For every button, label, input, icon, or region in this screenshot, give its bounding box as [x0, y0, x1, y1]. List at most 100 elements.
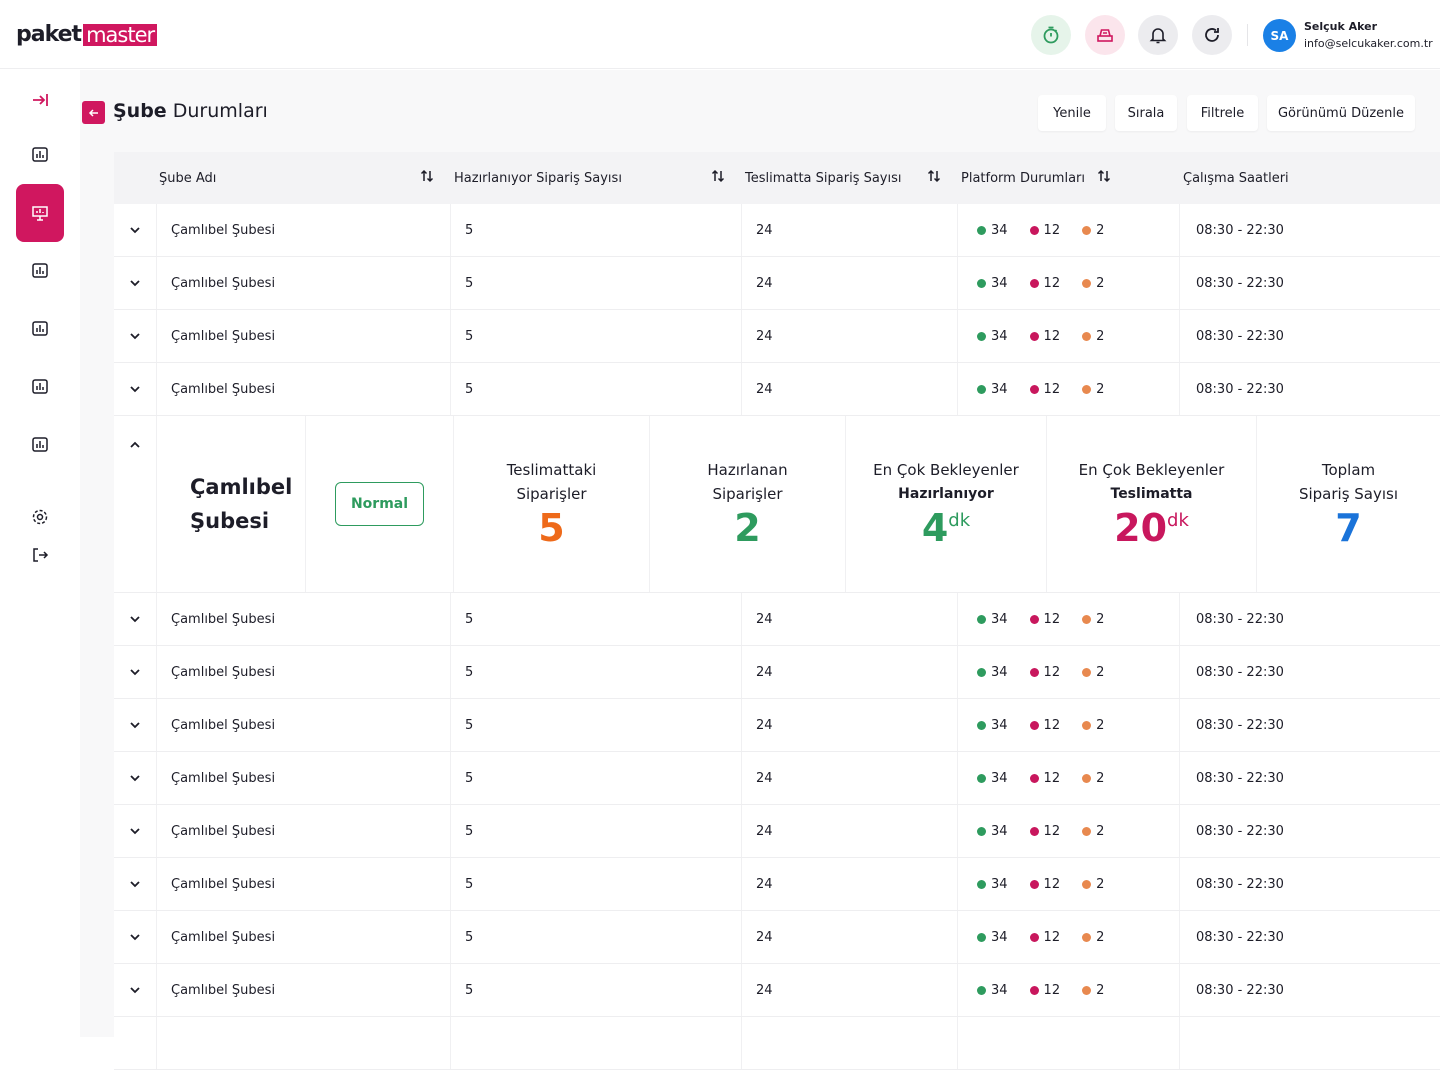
back-button[interactable]: [82, 101, 105, 124]
table: Şube Adı Hazırlanıyor Sipariş Sayısı Tesli…: [114, 152, 1440, 1070]
status-badge: Normal: [335, 482, 424, 526]
platform-count: 2: [1096, 611, 1105, 627]
cell-platforms: 34 12 2: [958, 911, 1180, 963]
cell-hours: 08:30 - 22:30: [1196, 275, 1284, 291]
cell-preparing: 5: [451, 805, 742, 857]
cell-platforms: 34 12 2: [958, 593, 1180, 645]
nav-icon-active[interactable]: [16, 184, 64, 242]
button[interactable]: Sırala: [1115, 95, 1177, 131]
stat-card: En Çok Bekleyenler Hazırlanıyor 4dk: [846, 416, 1047, 592]
status-dot: [1082, 614, 1092, 624]
button[interactable]: Yenile: [1038, 95, 1106, 131]
status-dot: [977, 331, 986, 341]
cell-delivering: 24: [742, 363, 958, 415]
status-dot: [977, 826, 986, 836]
nav-icon[interactable]: [16, 130, 64, 178]
table-row: Çamlıbel Şubesi 5 24 34 12 2 08:30 - 22:30: [114, 858, 1440, 911]
cell-platforms: 34 12 2: [958, 699, 1180, 751]
cell-platforms: 34 12 2: [958, 257, 1180, 309]
expand-toggle[interactable]: [114, 699, 157, 751]
cell-hours: 08:30 - 22:30: [1196, 929, 1284, 945]
status-dot: [1082, 985, 1092, 995]
logo-accent: master: [83, 23, 158, 46]
platform-status: 34: [977, 329, 1008, 344]
expand-toggle[interactable]: [114, 858, 157, 910]
cell-platforms: 34 12 2: [958, 204, 1180, 256]
expand-toggle[interactable]: [114, 752, 157, 804]
table-row: Çamlıbel Şubesi 5 24 34 12 2 08:30 - 22:30: [114, 646, 1440, 699]
page: paket master SA Selçuk Aker info@selcukak…: [0, 15, 1440, 1070]
platform-status: 34: [977, 824, 1008, 839]
platform-status: 2: [1082, 665, 1104, 680]
button[interactable]: Filtrele: [1187, 95, 1258, 131]
button[interactable]: Görünümü Düzenle: [1267, 95, 1415, 131]
platform-status: 12: [1029, 223, 1060, 238]
platform-count: 12: [1043, 664, 1061, 680]
expand-toggle[interactable]: [114, 363, 157, 415]
cell-platforms: 34 12 2: [958, 310, 1180, 362]
divider: [1247, 24, 1248, 46]
expand-toggle[interactable]: [114, 646, 157, 698]
cell-preparing: 5: [451, 363, 742, 415]
timer-button[interactable]: [1031, 15, 1071, 55]
collapse-toggle[interactable]: [114, 416, 157, 592]
cell-hours: 08:30 - 22:30: [1196, 982, 1284, 998]
logo[interactable]: paket master: [16, 22, 158, 47]
sort-button[interactable]: [419, 168, 435, 188]
sort-button[interactable]: [710, 168, 726, 188]
refresh-button[interactable]: [1192, 15, 1232, 55]
stat-number: 2: [734, 506, 761, 550]
platform-status: 12: [1029, 381, 1061, 397]
status-dot: [1082, 667, 1092, 677]
status-dot: [1082, 932, 1092, 942]
cell-name: Çamlıbel Şubesi: [157, 752, 451, 804]
expand-toggle[interactable]: [114, 310, 157, 362]
status-dot: [1029, 879, 1039, 889]
logout-icon[interactable]: [16, 531, 64, 579]
cell-delivering: 24: [742, 204, 958, 256]
expand-toggle[interactable]: [114, 593, 157, 645]
platform-status: 34: [977, 983, 1008, 998]
settings-icon[interactable]: [16, 493, 64, 541]
platform-status: 34: [977, 382, 1008, 397]
avatar[interactable]: SA: [1263, 19, 1296, 52]
nav-icon[interactable]: [16, 304, 64, 352]
cell-name: Çamlıbel Şubesi: [157, 858, 451, 910]
stat-number: 7: [1335, 506, 1362, 550]
platform-count: 2: [1096, 876, 1105, 892]
collapse-button[interactable]: [16, 76, 64, 124]
table-row: Çamlıbel Şubesi 5 24 34 12 2 08:30 - 22:30: [114, 911, 1440, 964]
table-row: Çamlıbel Şubesi 5 24 34 12 2 08:30 - 22:30: [114, 310, 1440, 363]
expand-toggle[interactable]: [114, 204, 157, 256]
register-button[interactable]: [1085, 15, 1125, 55]
sort-button[interactable]: [1096, 168, 1112, 188]
cell-hours: 08:30 - 22:30: [1196, 876, 1284, 892]
platform-status: 2: [1082, 824, 1104, 839]
nav-icon[interactable]: [16, 420, 64, 468]
status-dot: [1082, 879, 1092, 889]
expand-toggle[interactable]: [114, 805, 157, 857]
header-cell: Çalışma Saatleri: [1180, 152, 1440, 204]
platform-count: 12: [1043, 381, 1061, 397]
cell-delivering: 24: [742, 858, 958, 910]
header-cell: Teslimatta Sipariş Sayısı: [742, 152, 958, 204]
cell-hours: 08:30 - 22:30: [1196, 770, 1284, 786]
platform-status: 2: [1082, 983, 1104, 998]
expand-toggle[interactable]: [114, 964, 157, 1016]
expand-toggle[interactable]: [114, 911, 157, 963]
expand-toggle[interactable]: [114, 257, 157, 309]
sort-button[interactable]: [926, 168, 942, 188]
platform-status: 2: [1082, 329, 1104, 344]
platform-count: 12: [1043, 823, 1061, 839]
nav-icon[interactable]: [16, 362, 64, 410]
platform-count: 2: [1096, 929, 1105, 945]
nav-icon[interactable]: [16, 246, 64, 294]
platform-count: 2: [1096, 664, 1105, 680]
cell-platforms: 34 12 2: [958, 363, 1180, 415]
notification-button[interactable]: [1138, 15, 1178, 55]
stat-label: En Çok Bekleyenler: [873, 461, 1019, 479]
platform-status: 34: [977, 612, 1008, 627]
status-dot: [1082, 720, 1092, 730]
platform-status: 2: [1082, 276, 1104, 291]
table-row: Çamlıbel Şubesi 5 24 34 12 2 08:30 - 22:30: [114, 593, 1440, 646]
